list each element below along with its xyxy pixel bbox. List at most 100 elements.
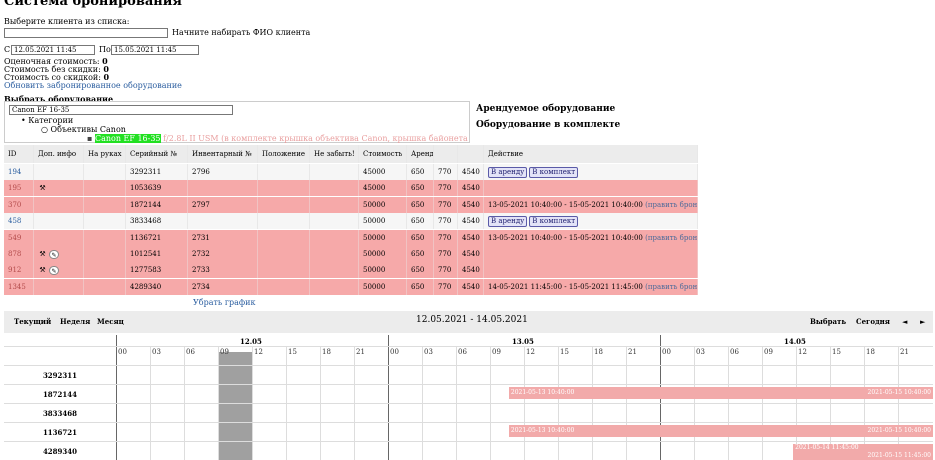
period-to-input[interactable]: 15.05.2021 11:45 bbox=[111, 45, 199, 55]
rent-price-cell: 770 bbox=[434, 213, 458, 230]
rent-price-cell: 770 bbox=[434, 164, 458, 180]
hour-label: 06 bbox=[186, 348, 195, 356]
on-hand-cell bbox=[84, 246, 126, 262]
equipment-id-link[interactable]: 878 bbox=[4, 246, 34, 262]
table-header-row: ID Доп. инфо На руках Серийный № Инвентарный… bbox=[4, 145, 698, 163]
edit-booking-link[interactable]: (править бронь) bbox=[645, 200, 698, 209]
table-header-cell: Положение bbox=[258, 145, 310, 163]
cost-with-discount: Стоимость со скидкой: 0 bbox=[4, 72, 110, 82]
reminder-cell bbox=[310, 278, 359, 295]
equipment-search-input[interactable]: Canon EF 16-35 bbox=[9, 105, 233, 115]
reminder-cell bbox=[310, 196, 359, 213]
serial-number-cell: 3292311 bbox=[126, 164, 188, 180]
equipment-id-link[interactable]: 194 bbox=[4, 164, 34, 180]
equipment-heading: Выбрать оборудование bbox=[4, 94, 114, 104]
current-time-slot bbox=[219, 352, 253, 460]
view-current-button[interactable]: Текущий bbox=[10, 315, 56, 329]
edit-booking-link[interactable]: (править бронь) bbox=[645, 282, 698, 291]
equipment-id-link[interactable]: 549 bbox=[4, 229, 34, 246]
today-button[interactable]: Сегодня bbox=[852, 315, 894, 329]
timeline-row: 3833468 bbox=[4, 403, 933, 422]
period-from-input[interactable]: 12.05.2021 11:45 bbox=[11, 45, 95, 55]
rent-price-cell: 650 bbox=[407, 164, 434, 180]
grid-line bbox=[388, 335, 389, 460]
timeline-resource-name: 4289340 bbox=[42, 447, 78, 456]
client-input[interactable] bbox=[4, 28, 168, 38]
hour-label: 03 bbox=[152, 348, 161, 356]
equipment-id-link[interactable]: 370 bbox=[4, 196, 34, 213]
hour-label: 18 bbox=[866, 348, 875, 356]
cost-cell: 50000 bbox=[359, 278, 407, 295]
position-cell bbox=[258, 278, 310, 295]
timeline-row: 4289340 bbox=[4, 441, 933, 460]
to-rent-button[interactable]: В аренду bbox=[488, 166, 528, 178]
equipment-id-link[interactable]: 912 bbox=[4, 262, 34, 279]
cost-cell: 50000 bbox=[359, 213, 407, 230]
cost-cell: 50000 bbox=[359, 262, 407, 279]
page-title: Система бронирования bbox=[4, 0, 183, 9]
cost-no-discount: Стоимость без скидки: 0 bbox=[4, 64, 109, 74]
equipment-id-link[interactable]: 458 bbox=[4, 213, 34, 230]
rent-price-cell: 650 bbox=[407, 196, 434, 213]
extra-info-cell: ⚒ bbox=[34, 180, 84, 197]
event-start: 2021-05-13 10:40:00 bbox=[510, 389, 575, 396]
table-header-cell bbox=[458, 145, 484, 163]
tool-icon: ⚒ bbox=[39, 265, 46, 274]
table-header-cell: Инвентарный № bbox=[188, 145, 258, 163]
tree-root[interactable]: • Категории bbox=[21, 116, 74, 125]
prev-icon[interactable]: ◄ bbox=[898, 315, 912, 329]
action-cell: 13-05-2021 10:40:00 - 15-05-2021 10:40:0… bbox=[484, 229, 698, 246]
inventory-number-cell: 2797 bbox=[188, 196, 258, 213]
reminder-cell bbox=[310, 262, 359, 279]
tree-equipment-item[interactable]: ▪ Canon EF 16-35 f/2.8L II USM (в компле… bbox=[87, 134, 514, 143]
view-month-button[interactable]: Месяц bbox=[93, 315, 128, 329]
select-button[interactable]: Выбрать bbox=[806, 315, 851, 329]
table-header-cell: Действие bbox=[484, 145, 698, 163]
timeline-resource-name: 1136721 bbox=[42, 428, 78, 437]
remove-chart-link[interactable]: Убрать график bbox=[193, 298, 256, 307]
booking-period: 14-05-2021 11:45:00 - 15-05-2021 11:45:0… bbox=[488, 282, 646, 291]
serial-number-cell: 1012541 bbox=[126, 246, 188, 262]
booking-timeline: 12.05 00 03 06 09 12 15 18 21 13.05 00 03 06 09 12 15 18… bbox=[4, 335, 933, 460]
to-kit-button[interactable]: В комплект bbox=[529, 166, 579, 178]
booking-period: 13-05-2021 10:40:00 - 15-05-2021 10:40:0… bbox=[488, 200, 646, 209]
to-kit-button[interactable]: В комплект bbox=[529, 215, 579, 227]
rent-price-cell: 770 bbox=[434, 229, 458, 246]
hour-label: 15 bbox=[832, 348, 841, 356]
equipment-id-link[interactable]: 195 bbox=[4, 180, 34, 197]
hour-label: 21 bbox=[900, 348, 909, 356]
position-cell bbox=[258, 262, 310, 279]
rented-equipment-heading: Арендуемое оборудование bbox=[476, 104, 616, 114]
serial-number-cell: 4289340 bbox=[126, 278, 188, 295]
hour-label: 06 bbox=[730, 348, 739, 356]
table-row: 878 ⚒ ✎ 1012541 2732 50000 650 770 4540 bbox=[4, 246, 698, 262]
rent-price-cell: 4540 bbox=[458, 262, 484, 279]
booking-event[interactable]: 2021-05-13 10:40:00 2021-05-15 10:40:00 bbox=[508, 425, 933, 437]
table-header-cell: На руках bbox=[84, 145, 126, 163]
rent-price-cell: 650 bbox=[407, 246, 434, 262]
booking-event[interactable]: 2021-05-14 11:45:00 2021-05-15 11:45:00 bbox=[793, 444, 933, 460]
rent-price-cell: 770 bbox=[434, 262, 458, 279]
rent-price-cell: 4540 bbox=[458, 196, 484, 213]
tree-category[interactable]: ○ Объективы Canon bbox=[41, 125, 126, 134]
equipment-id-link[interactable]: 1345 bbox=[4, 278, 34, 295]
note-pill-icon: ✎ bbox=[49, 249, 59, 259]
view-week-button[interactable]: Неделя bbox=[56, 315, 95, 329]
table-header-cell: ID bbox=[4, 145, 34, 163]
next-icon[interactable]: ► bbox=[916, 315, 930, 329]
rent-price-cell: 4540 bbox=[458, 164, 484, 180]
edit-booking-link[interactable]: (править бронь) bbox=[645, 233, 698, 242]
refresh-booked-link[interactable]: Обновить забронированное оборудование bbox=[4, 81, 182, 90]
event-end: 2021-05-15 10:40:00 bbox=[867, 389, 931, 396]
extra-info-cell bbox=[34, 196, 84, 213]
booking-event[interactable]: 2021-05-13 10:40:00 2021-05-15 10:40:00 bbox=[508, 387, 933, 399]
period-to-label: По bbox=[99, 45, 111, 54]
rent-price-cell: 650 bbox=[407, 180, 434, 197]
to-rent-button[interactable]: В аренду bbox=[488, 215, 528, 227]
period-from-label: С bbox=[4, 45, 11, 54]
day-label: 14.05 bbox=[784, 337, 806, 346]
position-cell bbox=[258, 246, 310, 262]
booking-period: 13-05-2021 10:40:00 - 15-05-2021 10:40:0… bbox=[488, 233, 646, 242]
extra-info-cell bbox=[34, 229, 84, 246]
on-hand-cell bbox=[84, 229, 126, 246]
